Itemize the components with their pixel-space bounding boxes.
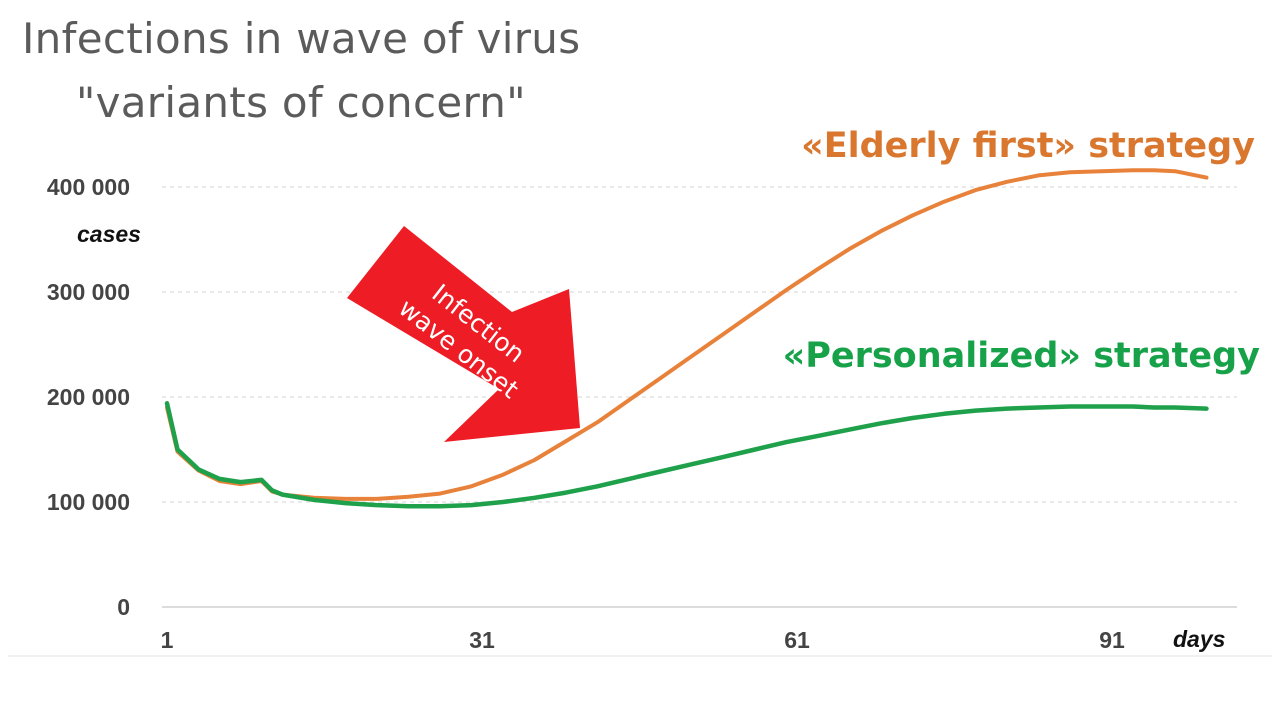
x-tick-label: 61 (784, 627, 810, 653)
x-tick-label: 31 (469, 627, 495, 653)
chart-title-line-2: "variants of concern" (76, 78, 526, 127)
x-axis-unit-label: days (1173, 626, 1225, 652)
series-label-personalized: «Personalized» strategy (783, 336, 1261, 376)
y-axis-ticks: 0 100 000 200 000 300 000 400 000 (47, 174, 130, 620)
y-tick-label: 100 000 (47, 489, 130, 515)
x-tick-label: 1 (161, 627, 174, 653)
series-lines (164, 168, 1209, 509)
y-axis-unit-label: cases (77, 221, 141, 247)
x-tick-label: 91 (1099, 627, 1125, 653)
series-label-elderly-first: «Elderly first» strategy (801, 126, 1255, 166)
series-line-personalized (164, 401, 1209, 509)
y-tick-label: 300 000 (47, 279, 130, 305)
y-tick-label: 0 (117, 594, 130, 620)
y-tick-label: 200 000 (47, 384, 130, 410)
series-line-elderly-first (165, 168, 1209, 501)
chart-title-line-1: Infections in wave of virus (22, 14, 581, 63)
y-tick-label: 400 000 (47, 174, 130, 200)
wave-onset-arrow: Infection wave onset (347, 226, 580, 442)
wave-onset-arrow-shape (347, 226, 580, 442)
x-axis-ticks: 1 31 61 91 (161, 627, 1125, 653)
